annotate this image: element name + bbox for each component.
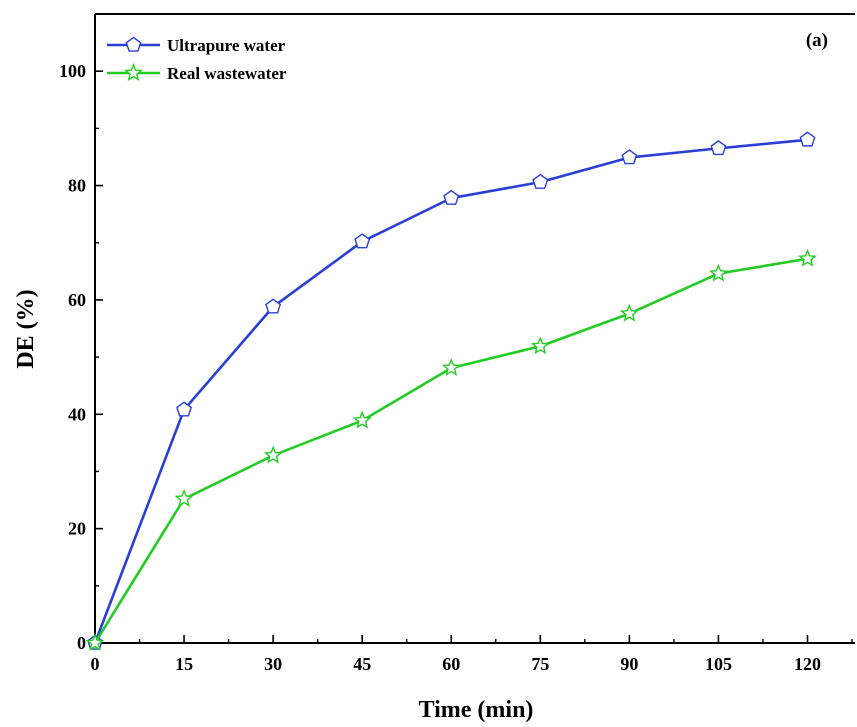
y-tick-label: 60 <box>68 290 86 310</box>
data-point-marker <box>530 336 550 355</box>
series-line <box>93 257 808 644</box>
y-tick-label: 0 <box>77 633 86 653</box>
data-point-marker <box>174 489 194 507</box>
data-point-marker <box>798 248 817 267</box>
x-tick-label: 75 <box>531 654 549 674</box>
series-line <box>93 138 808 644</box>
x-axis: 0 15 30 45 60 75 90 105 120 <box>91 635 853 674</box>
x-tick-label: 0 <box>91 654 100 674</box>
series-2 <box>85 248 817 651</box>
plot-frame <box>94 13 855 644</box>
y-tick-label: 40 <box>68 404 86 424</box>
legend-label: Ultrapure water <box>167 36 286 55</box>
y-axis-title: DE (%) <box>13 289 39 368</box>
x-tick-label: 90 <box>620 654 638 674</box>
legend-marker <box>125 36 142 52</box>
data-point-marker <box>443 189 460 205</box>
legend-marker <box>124 63 143 81</box>
data-point-marker <box>709 263 728 282</box>
data-point-marker <box>620 303 639 322</box>
x-tick-label: 120 <box>794 654 821 674</box>
data-point-marker <box>441 358 461 376</box>
legend: Ultrapure water Real wastewater <box>107 36 287 83</box>
data-point-marker <box>85 633 105 651</box>
y-axis: 0 20 40 60 80 100 <box>59 61 103 653</box>
x-tick-label: 45 <box>353 654 371 674</box>
x-tick-label: 15 <box>175 654 193 674</box>
data-point-marker <box>799 131 816 147</box>
legend-item: Ultrapure water <box>107 36 286 55</box>
series-layer <box>85 131 817 651</box>
y-tick-label: 100 <box>59 61 86 81</box>
data-point-marker <box>532 173 549 189</box>
data-point-marker <box>352 410 372 429</box>
x-tick-label: 105 <box>705 654 732 674</box>
x-tick-label: 30 <box>264 654 282 674</box>
data-point-marker <box>176 401 193 417</box>
data-point-marker <box>621 149 638 165</box>
y-tick-label: 20 <box>68 519 86 539</box>
legend-label: Real wastewater <box>167 64 287 83</box>
legend-item: Real wastewater <box>107 63 287 83</box>
y-tick-label: 80 <box>68 176 86 196</box>
data-point-marker <box>710 140 727 156</box>
panel-label: (a) <box>806 30 828 51</box>
data-point-marker <box>354 233 371 249</box>
data-point-marker <box>263 445 283 464</box>
x-tick-label: 60 <box>442 654 460 674</box>
series-1 <box>87 131 816 650</box>
x-axis-title: Time (min) <box>419 697 534 723</box>
data-point-marker <box>265 298 282 314</box>
